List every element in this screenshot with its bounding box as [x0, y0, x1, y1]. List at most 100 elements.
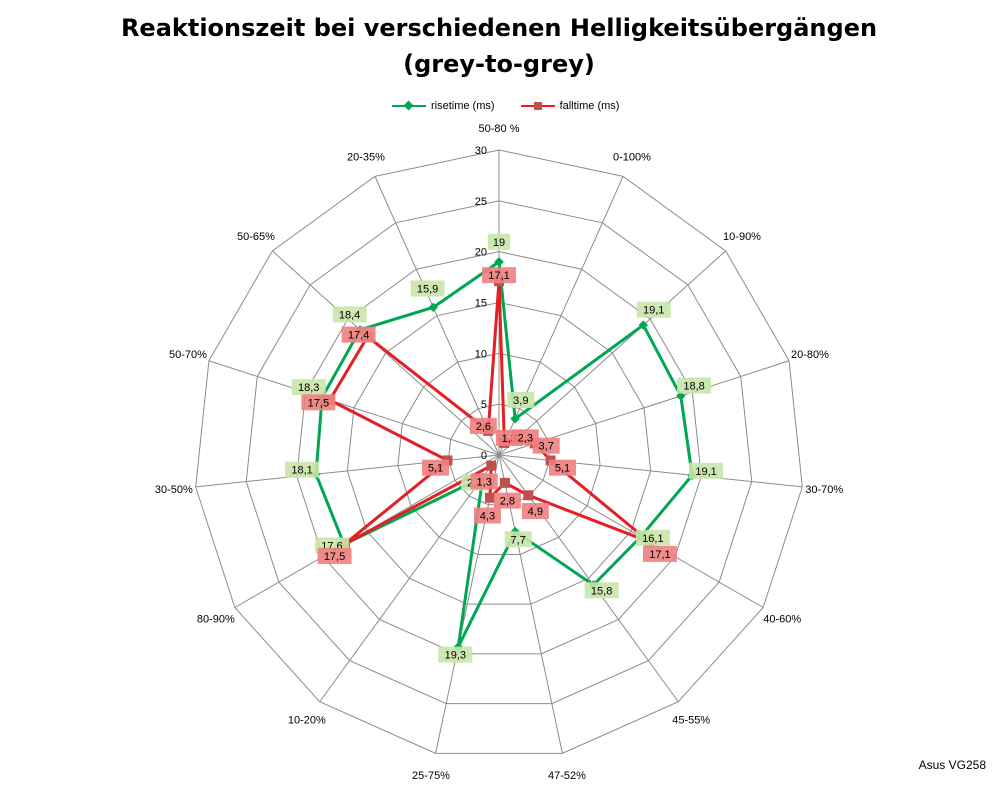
grid-ring-20: [296, 251, 702, 655]
legend-swatch-falltime: [520, 100, 555, 112]
data-label-bg-falltime: [473, 507, 501, 524]
legend-label-falltime: falltime (ms): [559, 100, 620, 112]
data-label-risetime: 18,3: [298, 382, 319, 394]
legend-label-risetime: risetime (ms): [431, 100, 495, 112]
category-label: 10-90%: [723, 231, 761, 243]
data-label-falltime: 2,8: [500, 496, 515, 508]
chart-title-line-2: (grey-to-grey): [403, 50, 595, 78]
grid-spoke-9: [319, 454, 500, 703]
chart-title: Reaktionszeit bei verschiedenen Helligke…: [0, 10, 998, 82]
legend: risetime (ms) falltime (ms): [392, 100, 619, 112]
grid-ring-25: [245, 200, 753, 705]
data-label-falltime: 4,3: [480, 510, 495, 522]
grid-spoke-14: [374, 176, 500, 456]
data-label-risetime: 18,1: [291, 465, 312, 477]
data-point-risetime: [676, 391, 686, 401]
legend-entry-falltime: falltime (ms): [520, 100, 620, 112]
data-label-falltime: 17,4: [348, 330, 369, 342]
data-label-falltime: 17,5: [324, 551, 345, 563]
data-label-falltime: 1,3: [477, 476, 492, 488]
data-label-falltime: 5,1: [555, 463, 570, 475]
radial-tick-label: 25: [475, 196, 487, 208]
data-label-bg-risetime: [438, 646, 473, 663]
data-label-bg-falltime: [493, 492, 521, 509]
data-label-bg-risetime: [332, 306, 367, 323]
data-label-bg-risetime: [504, 531, 532, 548]
category-label: 0-100%: [613, 151, 651, 163]
data-label-falltime: 17,1: [649, 549, 670, 561]
data-point-falltime: [484, 492, 495, 503]
grid-spoke-11: [195, 454, 500, 488]
data-label-bg-falltime: [470, 473, 498, 490]
data-label-falltime: 4,9: [528, 506, 543, 518]
data-point-risetime: [510, 414, 520, 424]
grid-spoke-4: [498, 454, 803, 488]
data-label-bg-risetime: [584, 582, 619, 599]
radial-tick-label: 0: [481, 450, 487, 462]
category-label: 25-75%: [412, 770, 450, 782]
legend-entry-risetime: risetime (ms): [392, 100, 495, 112]
data-label-bg-falltime: [482, 267, 516, 284]
data-label-falltime: 2,3: [518, 432, 533, 444]
data-label-falltime: 5,1: [428, 463, 443, 475]
data-label-bg-falltime: [642, 545, 677, 562]
data-point-falltime: [523, 490, 534, 501]
data-point-falltime: [499, 477, 510, 488]
data-label-risetime: 18,4: [339, 309, 360, 321]
data-label-bg-falltime: [511, 429, 539, 446]
category-label: 20-35%: [347, 151, 385, 163]
radial-tick-label: 15: [475, 298, 487, 310]
chart-title-line-1: Reaktionszeit bei verschiedenen Helligke…: [120, 14, 878, 42]
data-label-risetime: 18,8: [683, 381, 704, 393]
data-label-risetime: 15,8: [591, 585, 612, 597]
data-label-risetime: 3,9: [513, 395, 528, 407]
data-label-bg-risetime: [285, 461, 320, 478]
radial-tick-label: 30: [475, 145, 487, 157]
data-label-falltime: 17,5: [308, 397, 329, 409]
data-label-bg-risetime: [291, 379, 326, 396]
data-point-risetime: [428, 302, 438, 313]
data-label-bg-falltime: [421, 459, 449, 476]
data-label-bg-risetime: [636, 301, 671, 318]
category-label: 30-70%: [805, 484, 843, 496]
data-label-bg-risetime: [635, 529, 670, 546]
radial-tick-label: 10: [475, 348, 487, 360]
category-label: 50-70%: [169, 349, 207, 361]
grid-spoke-1: [498, 176, 624, 456]
data-label-risetime: 16,1: [642, 533, 663, 545]
data-point-falltime: [486, 460, 497, 471]
grid-ring-15: [346, 301, 652, 605]
data-label-falltime: 3,7: [539, 441, 554, 453]
data-label-bg-falltime: [469, 417, 497, 434]
data-label-bg-falltime: [521, 503, 549, 520]
category-label: 20-80%: [791, 349, 829, 361]
category-label: 47-52%: [548, 770, 586, 782]
radial-tick-label: 20: [475, 247, 487, 259]
data-label-bg-risetime: [507, 391, 535, 408]
data-label-bg-falltime: [549, 459, 577, 476]
data-point-risetime: [494, 257, 504, 267]
data-label-falltime: 17,1: [488, 270, 509, 282]
grid-spoke-2: [498, 250, 726, 456]
category-label: 50-65%: [237, 231, 275, 243]
category-label: 30-50%: [155, 484, 193, 496]
data-label-bg-risetime: [488, 233, 510, 250]
data-label-bg-risetime: [410, 280, 445, 297]
data-label-bg-falltime: [301, 394, 336, 411]
data-label-risetime: 15,9: [417, 284, 438, 296]
data-label-risetime: 7,7: [511, 534, 526, 546]
data-label-falltime: 2,6: [476, 421, 491, 433]
data-label-bg-risetime: [677, 377, 712, 394]
data-label-risetime: 19,3: [445, 650, 466, 662]
data-label-risetime: 19,1: [695, 466, 716, 478]
category-label: 40-60%: [763, 614, 801, 626]
data-label-bg-falltime: [341, 326, 376, 343]
category-label: 80-90%: [197, 614, 235, 626]
watermark: Asus VG258: [918, 758, 986, 772]
data-label-bg-falltime: [532, 437, 560, 454]
series-line-0: [314, 259, 694, 648]
data-label-risetime: 19,1: [643, 305, 664, 317]
grid-spoke-8: [435, 454, 500, 754]
category-label: 45-55%: [672, 715, 710, 727]
